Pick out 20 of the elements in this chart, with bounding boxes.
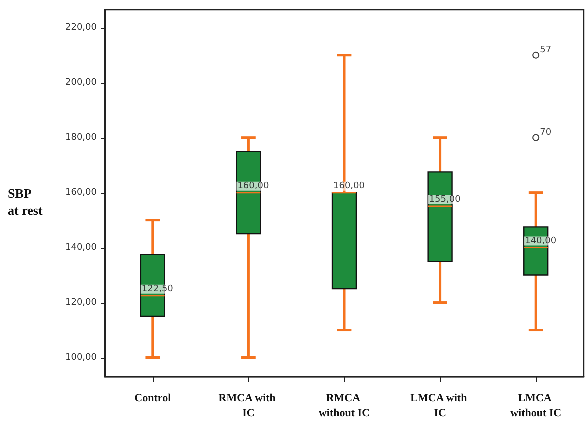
y-tick-label: 220,00 — [66, 22, 98, 33]
y-axis-title: SBP at rest — [8, 186, 44, 218]
annotation: 160,00 — [238, 181, 270, 192]
annotation: 57 — [540, 45, 552, 56]
annotation: 70 — [540, 128, 552, 138]
annotation: 155,00 — [429, 195, 462, 206]
y-tick-label: 140,00 — [66, 242, 98, 253]
annotation: 160,00 — [334, 181, 366, 192]
y-tick-label: 200,00 — [66, 78, 98, 88]
y-tick-label: 120,00 — [66, 298, 98, 308]
y-tick-label: 180,00 — [66, 132, 98, 143]
x-tick-label: RMCA with IC — [218, 392, 279, 420]
x-tick-label: LMCA without IC — [510, 392, 562, 420]
x-tick-label: Control — [134, 392, 172, 404]
y-tick-label: 100,00 — [66, 352, 98, 363]
annotation: 140,00 — [525, 236, 557, 246]
x-tick-label: LMCA with IC — [410, 392, 470, 420]
annotation: 122,50 — [142, 284, 174, 294]
y-tick-label: 160,00 — [66, 188, 98, 198]
x-tick-label: RMCA without IC — [318, 392, 370, 420]
